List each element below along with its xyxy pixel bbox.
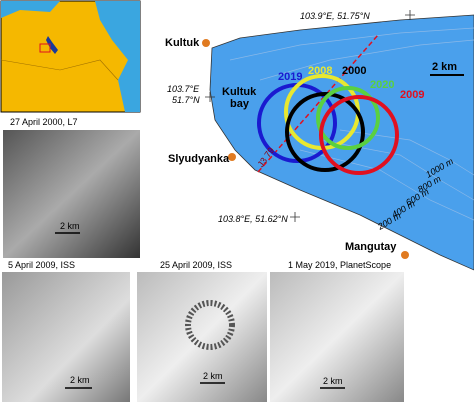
corner-label: 103.9°E, 51.75°N [300, 11, 370, 21]
photo [2, 272, 130, 402]
panel-title: 25 April 2009, ISS [160, 260, 232, 270]
scale-label: 2 km [323, 376, 343, 386]
bay-label: Kultuk [222, 86, 257, 98]
photo [137, 272, 267, 402]
scale-label: 2 km [203, 371, 223, 381]
bay-label: bay [230, 98, 250, 110]
event-circle [285, 92, 365, 172]
scale-label: 2 km [60, 221, 80, 231]
corner-label: 103.8°E, 51.62°N [218, 214, 288, 224]
event-circle [319, 95, 399, 175]
event-circle [316, 86, 380, 150]
inset-map [0, 0, 141, 113]
year-label: 2020 [370, 79, 394, 91]
panel-title: 1 May 2019, PlanetScope [288, 260, 391, 270]
place-label: Mangutay [345, 241, 397, 253]
photo-panels: 27 April 2000, L7 5 April 2009, ISS 25 A… [2, 117, 404, 402]
place-label: Kultuk [165, 37, 200, 49]
photo [3, 130, 140, 258]
scale-label: 2 km [70, 375, 90, 385]
panel-title: 27 April 2000, L7 [10, 117, 78, 127]
main-map: 2019 2008 2000 2020 2009 103.9°E, 51.75°N 10… [165, 10, 474, 271]
scale-label: 2 km [432, 61, 457, 73]
place-label: Slyudyanka [168, 153, 230, 165]
panel-title: 5 April 2009, ISS [8, 260, 75, 270]
year-label: 2019 [278, 71, 302, 83]
corner-label: 103.7°E [167, 84, 200, 94]
corner-label: 51.7°N [172, 95, 200, 105]
year-label: 2009 [400, 89, 424, 101]
year-label: 2008 [308, 65, 332, 77]
year-label: 2000 [342, 65, 366, 77]
photo [270, 272, 404, 402]
